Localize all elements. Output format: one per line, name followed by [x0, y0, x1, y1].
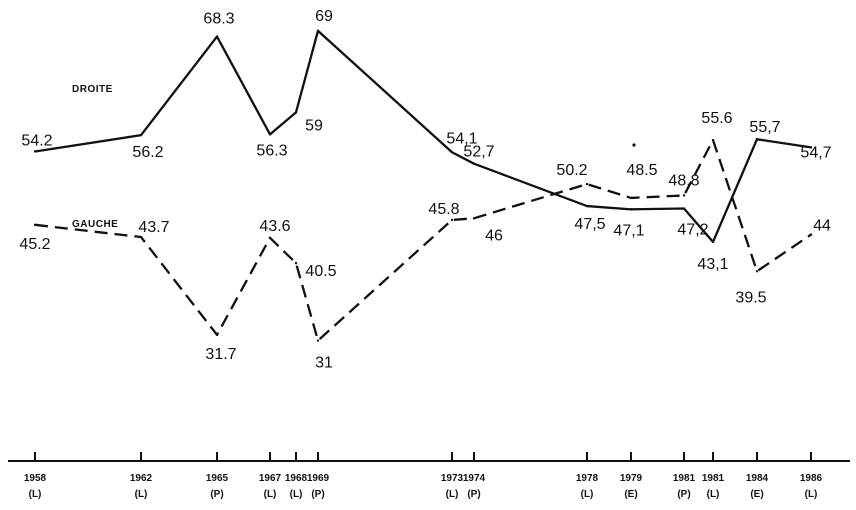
- data-label-gauche: 45.2: [19, 236, 50, 253]
- data-label-droite: 55,7: [749, 119, 780, 136]
- x-tick-label-type: (L): [707, 489, 720, 500]
- data-point-gauche: [33, 223, 37, 227]
- data-point-droite: [268, 133, 272, 136]
- data-label-droite: 54.2: [21, 132, 52, 149]
- data-point-droite: [33, 150, 37, 153]
- data-point-droite: [682, 207, 686, 210]
- data-point-gauche: [268, 236, 272, 240]
- data-label-gauche: 45.8: [428, 201, 459, 218]
- data-point-gauche: [629, 196, 633, 200]
- x-tick-label-year: 1968: [285, 473, 308, 484]
- data-label-droite: 54,7: [800, 144, 831, 161]
- data-point-droite: [472, 162, 476, 165]
- data-label-gauche: 31.7: [205, 346, 236, 363]
- data-point-droite: [809, 146, 813, 149]
- x-tick-label-year: 1962: [130, 473, 153, 484]
- x-tick-label-type: (L): [290, 489, 303, 500]
- data-label-droite: 59: [305, 117, 323, 134]
- x-tick-label-year: 1984: [746, 473, 769, 484]
- x-axis: [8, 452, 850, 462]
- data-label-droite: 54,1: [446, 130, 477, 147]
- x-tick-label-type: (L): [135, 489, 148, 500]
- data-point-gauche: [450, 218, 454, 222]
- x-tick-label-year: 1978: [576, 473, 599, 484]
- x-tick-label-type: (P): [311, 489, 324, 500]
- data-label-gauche: 43.7: [138, 219, 169, 236]
- series-line-gauche: [34, 138, 812, 342]
- data-label-droite: 68.3: [203, 11, 234, 28]
- data-label-droite: 47,5: [574, 216, 605, 233]
- x-tick-label-year: 1969: [307, 473, 330, 484]
- data-label-droite: 56.2: [132, 144, 163, 161]
- data-label-droite: 69: [315, 8, 333, 25]
- data-point-gauche: [585, 182, 589, 186]
- data-label-gauche: 48.5: [626, 162, 657, 179]
- data-label-droite: 52,7: [463, 144, 494, 161]
- x-tick-label-year: 1965: [206, 473, 229, 484]
- data-label-gauche: 50.2: [556, 162, 587, 179]
- data-label-gauche: 44: [813, 218, 831, 235]
- data-label-droite: 56.3: [256, 142, 287, 159]
- x-tick-label-type: (L): [446, 489, 459, 500]
- series-name-gauche: GAUCHE: [72, 219, 118, 230]
- data-label-gauche: 39.5: [735, 289, 766, 306]
- data-point-droite: [316, 29, 320, 33]
- x-tick-label-type: (E): [750, 489, 763, 500]
- data-point-droite: [294, 111, 298, 114]
- x-tick-label-type: (L): [29, 489, 42, 500]
- x-tick-label-year: 1986: [800, 473, 823, 484]
- x-tick-label-year: 1958: [24, 473, 47, 484]
- data-point-droite: [711, 240, 715, 244]
- data-label-gauche: 48.8: [668, 172, 699, 189]
- data-label-droite: 43,1: [697, 256, 728, 273]
- data-point-gauche: [711, 138, 715, 142]
- x-tick-label-year: 1981: [673, 473, 696, 484]
- data-point-droite: [215, 35, 219, 38]
- x-tick-labels: 1958 (L) 1962 (L) 1965 (P) 1967 (L) 1968 (L) 1969 (…: [24, 473, 823, 500]
- x-tick-label-type: (L): [264, 489, 277, 500]
- data-labels: 54.2 56.2 68.3 56.3 59 69 54,152,7 47,5 47,1 47,2…: [19, 8, 831, 372]
- data-label-droite: 47,2: [677, 222, 708, 239]
- data-point-gauche: [139, 235, 143, 239]
- x-tick-label-type: (E): [624, 489, 637, 500]
- data-point-droite: [629, 208, 633, 211]
- x-tick-label-year: 1981: [702, 473, 725, 484]
- data-point-droite: [585, 204, 589, 208]
- series-line-droite: [34, 29, 812, 244]
- data-point-gauche: [809, 233, 813, 236]
- x-tick-label-type: (P): [677, 489, 690, 500]
- data-point-droite: [450, 151, 454, 154]
- data-point-gauche: [316, 339, 320, 342]
- x-tick-label-type: (P): [210, 489, 223, 500]
- data-label-droite: 47,1: [613, 222, 644, 239]
- series-lines: [33, 29, 813, 342]
- x-tick-label-type: (L): [581, 489, 594, 500]
- data-point-droite: [139, 133, 143, 137]
- data-point-gauche: [215, 333, 219, 337]
- data-label-gauche: 55.6: [701, 110, 732, 127]
- data-point-gauche: [472, 217, 476, 220]
- series-name-droite: DROITE: [72, 84, 113, 95]
- x-tick-label-year: 1973: [441, 473, 464, 484]
- x-tick-label-year: 1979: [620, 473, 643, 484]
- x-tick-label-year: 1967: [259, 473, 282, 484]
- marker-dot: [632, 143, 636, 147]
- data-label-gauche: 46: [485, 227, 503, 244]
- data-label-gauche: 31: [315, 355, 333, 372]
- data-label-gauche: 40.5: [305, 263, 336, 280]
- data-label-gauche: 43.6: [259, 218, 290, 235]
- x-tick-label-type: (P): [467, 489, 480, 500]
- data-point-gauche: [294, 261, 298, 265]
- x-tick-label-type: (L): [805, 489, 818, 500]
- data-point-droite: [755, 138, 759, 141]
- data-point-gauche: [682, 194, 686, 197]
- x-tick-label-year: 1974: [463, 473, 486, 484]
- data-point-gauche: [755, 270, 759, 273]
